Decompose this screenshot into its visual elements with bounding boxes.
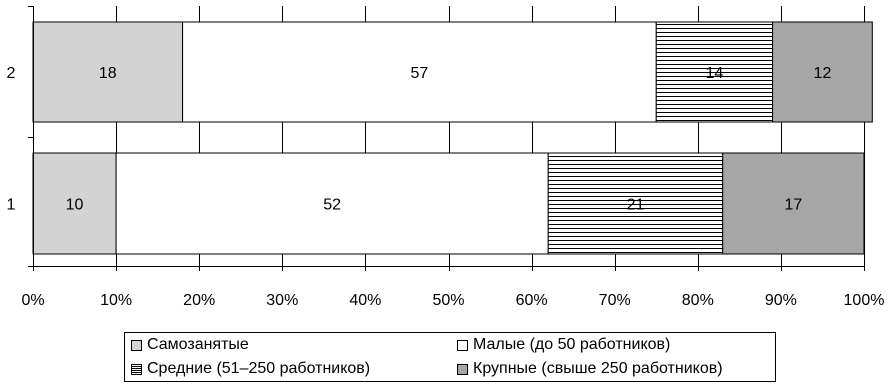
- bar-segment: [547, 152, 724, 255]
- bar-segment: [655, 21, 774, 123]
- data-label: 52: [323, 197, 341, 214]
- x-tick-label: 90%: [765, 292, 797, 309]
- x-tick-label: 50%: [432, 292, 464, 309]
- x-tick-label: 40%: [349, 292, 381, 309]
- legend-swatch-dark-gray: [457, 363, 468, 375]
- x-tick-label: 0%: [21, 292, 44, 309]
- legend-item-small: Малые (до 50 работников): [451, 333, 777, 357]
- data-label: 21: [627, 197, 645, 214]
- x-tick-label: 10%: [100, 292, 132, 309]
- category-label: 1: [7, 197, 16, 214]
- legend-label: Малые (до 50 работников): [473, 336, 671, 353]
- data-label: 12: [814, 65, 832, 82]
- legend-label: Средние (51–250 работников): [147, 360, 371, 377]
- x-tick-label: 70%: [599, 292, 631, 309]
- chart-legend: Самозанятые Малые (до 50 работников) Сре…: [124, 332, 776, 382]
- category-label: 2: [7, 65, 16, 82]
- data-label: 17: [784, 197, 802, 214]
- legend-label: Крупные (свыше 250 работников): [473, 360, 723, 377]
- x-tick-label: 100%: [844, 292, 885, 309]
- x-tick-label: 20%: [183, 292, 215, 309]
- data-label: 18: [99, 65, 117, 82]
- data-label: 14: [706, 65, 724, 82]
- bar-segment: [32, 21, 184, 123]
- legend-item-medium: Средние (51–250 работников): [125, 357, 451, 381]
- data-label: 57: [411, 65, 429, 82]
- bar-segment: [772, 21, 873, 123]
- legend-swatch-light-gray: [131, 339, 142, 351]
- x-tick-label: 30%: [266, 292, 298, 309]
- legend-swatch-white: [457, 339, 468, 351]
- bar-segment: [182, 21, 657, 123]
- legend-swatch-striped: [131, 363, 142, 375]
- x-tick-label: 80%: [682, 292, 714, 309]
- legend-item-large: Крупные (свыше 250 работников): [451, 357, 777, 381]
- data-label: 10: [66, 197, 84, 214]
- legend-label: Самозанятые: [147, 336, 249, 353]
- x-tick-label: 60%: [516, 292, 548, 309]
- bar-segment: [722, 152, 865, 255]
- legend-item-self-employed: Самозанятые: [125, 333, 451, 357]
- bar-segment: [115, 152, 549, 255]
